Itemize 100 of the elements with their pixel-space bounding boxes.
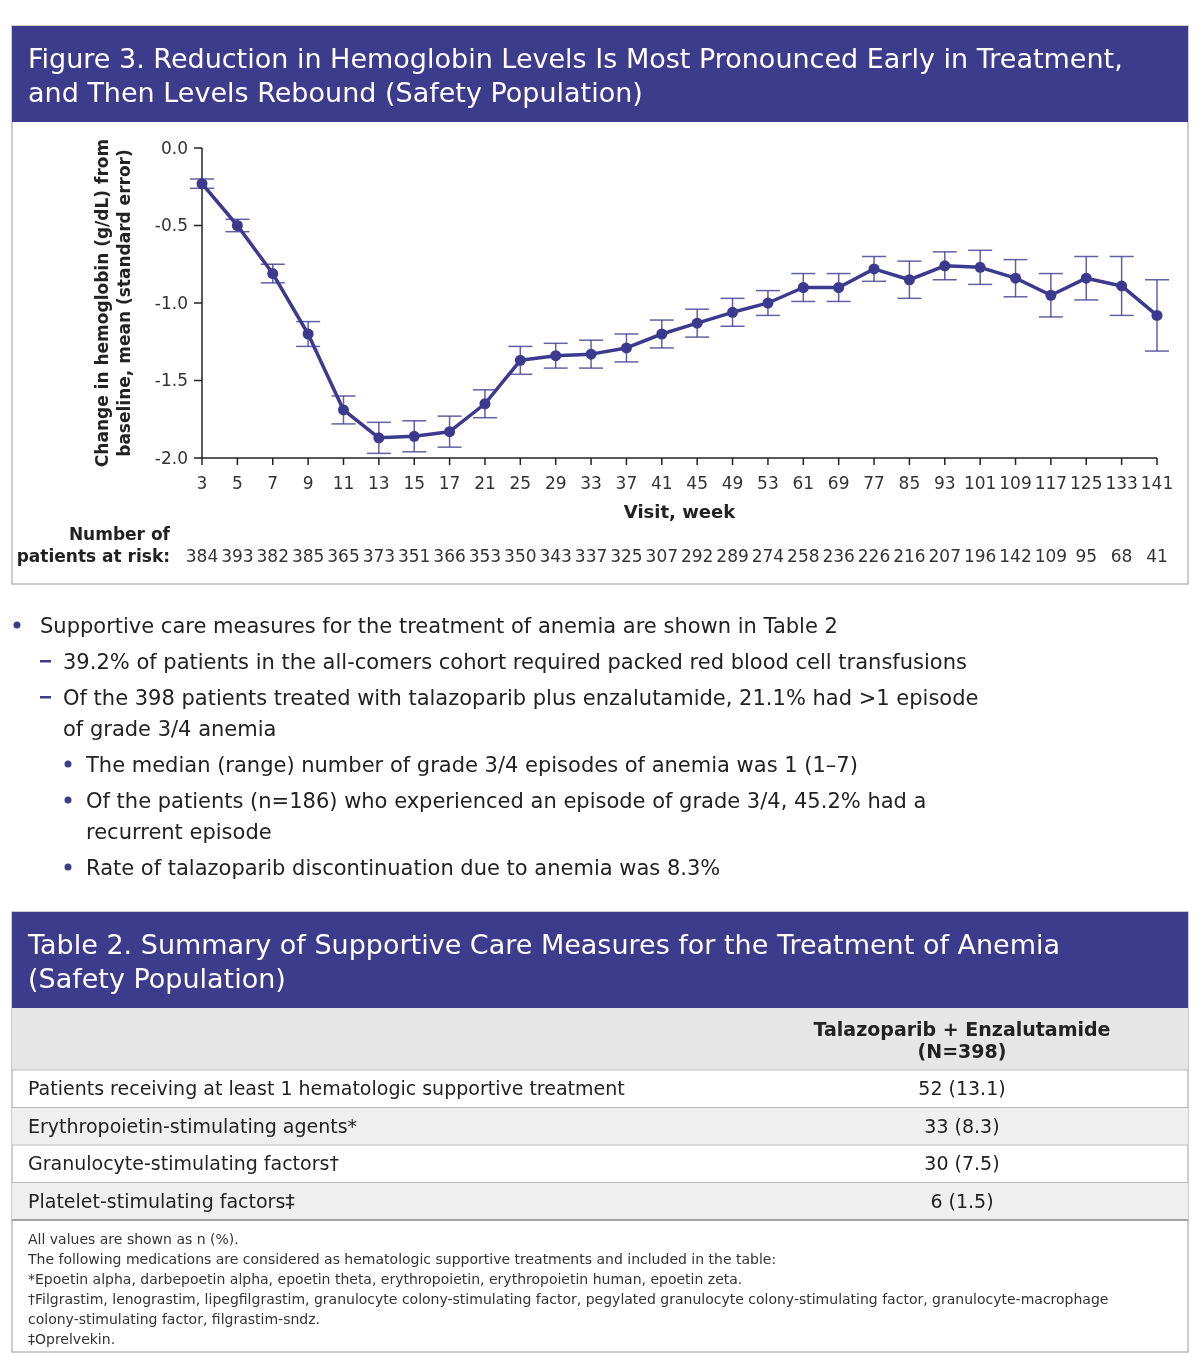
point — [974, 261, 986, 273]
text: 365 — [327, 546, 360, 566]
point — [337, 404, 349, 416]
text: 30 (7.5) — [924, 1152, 1000, 1175]
y-axis-title: Change in hemoglobin (g/dL) from baseline, mean (standard error) — [92, 138, 134, 468]
y-tick-label: -2.0 — [154, 447, 188, 468]
x-tick-label: 49 — [721, 473, 744, 493]
x-tick-label: 17 — [438, 473, 461, 493]
x-tick-label: 93 — [933, 473, 956, 493]
x-tick-label: 7 — [267, 473, 279, 493]
x-tick-label: 69 — [827, 473, 850, 493]
text: 226 — [857, 546, 891, 566]
text: 52 (13.1) — [918, 1077, 1006, 1100]
text: 382 — [256, 546, 289, 566]
point — [514, 354, 526, 366]
point — [585, 348, 597, 360]
y-tick-label: -0.5 — [154, 215, 188, 236]
point — [1080, 272, 1092, 284]
point — [727, 306, 739, 318]
y-tick-label: -1.0 — [154, 292, 188, 313]
point — [196, 178, 208, 190]
text: 207 — [928, 546, 961, 566]
text: 353 — [468, 546, 502, 566]
x-tick-label: 9 — [302, 473, 314, 493]
x-tick-label: 41 — [650, 473, 673, 493]
category-label: Erythropoietin-stimulating agents* — [28, 1114, 358, 1137]
text: *Epoetin alpha, darbepoetin alpha, epoetin theta, erythropoietin, erythropoietin human, epoetin zeta. — [28, 1271, 743, 1287]
point — [691, 317, 703, 329]
x-tick-label: 141 — [1140, 473, 1174, 493]
text: 393 — [221, 546, 254, 566]
x-tick-label: 11 — [332, 473, 355, 493]
text: 307 — [645, 546, 679, 566]
text: †Filgrastim, lenograstim, lipegfilgrastim, granulocyte colony-stimulating factor, pegylated granulocyte colony-stimulating factor, granulocyte-macrophage colony-stimulating factor, filgrastim-sndz. — [28, 1291, 1109, 1327]
text: 325 — [610, 546, 643, 566]
x-tick-label: 61 — [792, 473, 815, 493]
text: 366 — [433, 546, 466, 566]
point — [373, 432, 385, 444]
point — [444, 426, 456, 438]
x-tick-label: 3 — [196, 473, 208, 493]
point — [620, 342, 632, 354]
point — [1045, 289, 1057, 301]
x-tick-label: 29 — [544, 473, 567, 493]
y-tick-label: 0.0 — [160, 137, 188, 158]
category-label: Patients receiving at least 1 hematologic supportive treatment — [28, 1077, 625, 1100]
point — [833, 282, 845, 293]
text: 384 — [185, 546, 219, 566]
text: Of the 398 patients treated with talazoparib plus enzalutamide, 21.1% had >1 episode of grade 3/4 anemia — [63, 686, 979, 741]
text: The following medications are considered as hematologic supportive treatments and included in the table: — [27, 1251, 777, 1267]
text: 68 — [1110, 546, 1133, 566]
x-tick-label: 109 — [999, 473, 1032, 493]
x-tick-label: 125 — [1070, 473, 1103, 493]
x-tick-label: 45 — [686, 473, 709, 493]
text: 337 — [574, 546, 608, 566]
text: 343 — [539, 546, 572, 566]
point — [656, 328, 668, 340]
text: 236 — [822, 546, 855, 566]
text: 351 — [398, 546, 431, 566]
point — [868, 263, 880, 275]
x-tick-label: 77 — [863, 473, 885, 493]
text: Talazoparib + Enzalutamide (N=398) — [813, 1018, 1111, 1062]
point — [267, 268, 279, 280]
point — [762, 297, 774, 309]
point — [479, 398, 491, 410]
text: Table 2. Summary of Supportive Care Measures for the Treatment of Anemia (Safety Population) — [27, 929, 1061, 994]
text: 274 — [751, 546, 785, 566]
point — [903, 274, 915, 286]
text: Of the patients (n=186) who experienced an episode of grade 3/4, 45.2% had a recurrent episode — [86, 789, 927, 844]
y-tick-label: -1.5 — [154, 370, 188, 391]
text: 258 — [787, 546, 820, 566]
text: 41 — [1146, 546, 1168, 566]
text: ‡Oprelvekin. — [28, 1331, 116, 1347]
text: 196 — [963, 546, 997, 566]
text: Rate of talazoparib discontinuation due to anemia was 8.3% — [86, 856, 721, 880]
x-tick-label: 133 — [1105, 473, 1138, 493]
x-tick-label: 5 — [231, 473, 243, 493]
x-tick-label: 21 — [474, 473, 496, 493]
point — [550, 350, 562, 362]
text: Supportive care measures for the treatment of anemia are shown in Table 2 — [40, 614, 838, 638]
text: 109 — [1034, 546, 1068, 566]
text: 142 — [999, 546, 1032, 566]
text: 385 — [291, 546, 325, 566]
x-tick-label: 25 — [509, 473, 532, 493]
point — [1151, 309, 1163, 321]
point — [302, 328, 314, 340]
text: 6 (1.5) — [930, 1189, 994, 1212]
point — [408, 430, 420, 442]
text: 350 — [504, 546, 537, 566]
text: 95 — [1075, 546, 1098, 566]
text: 292 — [680, 546, 714, 566]
point — [797, 282, 809, 293]
point — [1116, 280, 1128, 292]
category-label: Platelet-stimulating factors‡ — [28, 1189, 295, 1212]
x-tick-label: 101 — [963, 473, 997, 493]
x-axis-title: Visit, week — [623, 501, 737, 522]
x-tick-label: 13 — [368, 473, 390, 493]
x-tick-label: 53 — [757, 473, 779, 493]
chart-title: Figure 3. Reduction in Hemoglobin Levels Is Most Pronounced Early in Treatment, and Then Levels Rebound (Safety Population) — [28, 43, 1123, 108]
text: 39.2% of patients in the all-comers cohort required packed red blood cell transfusions — [63, 650, 967, 674]
text: 33 (8.3) — [924, 1114, 1000, 1137]
text: Number of patients at risk: — [16, 524, 171, 566]
